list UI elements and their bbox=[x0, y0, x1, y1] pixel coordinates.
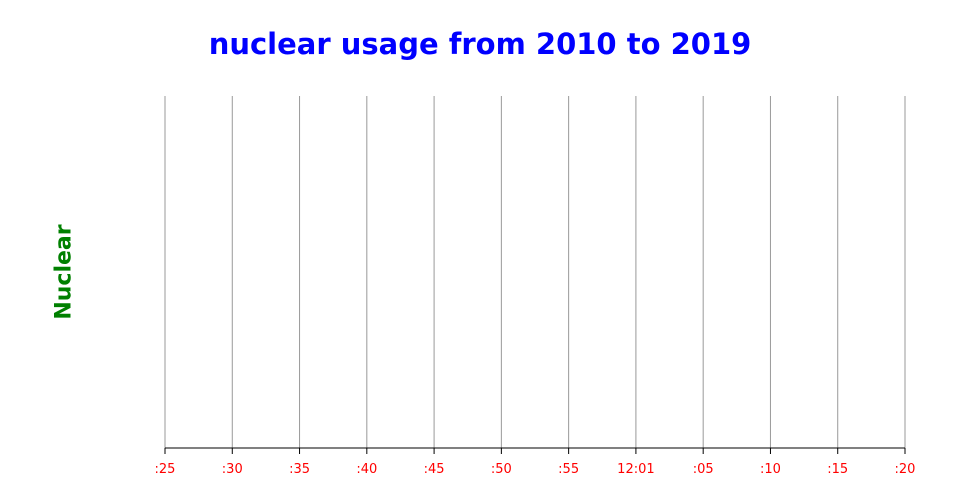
chart-title: nuclear usage from 2010 to 2019 bbox=[208, 27, 752, 61]
x-tick-label: :45 bbox=[424, 462, 445, 477]
x-tick-label: :35 bbox=[289, 462, 310, 477]
x-tick-label: :05 bbox=[693, 462, 714, 477]
x-tick-label: :50 bbox=[491, 462, 512, 477]
x-tick-label: :30 bbox=[222, 462, 243, 477]
x-tick-label: :55 bbox=[558, 462, 579, 477]
x-tick-label: :15 bbox=[827, 462, 848, 477]
x-tick-label: :10 bbox=[760, 462, 781, 477]
x-tick-label: 12:01 bbox=[617, 462, 654, 477]
x-tick-label: :20 bbox=[895, 462, 916, 477]
x-tick-label: :40 bbox=[356, 462, 377, 477]
x-tick-label: :25 bbox=[155, 462, 176, 477]
